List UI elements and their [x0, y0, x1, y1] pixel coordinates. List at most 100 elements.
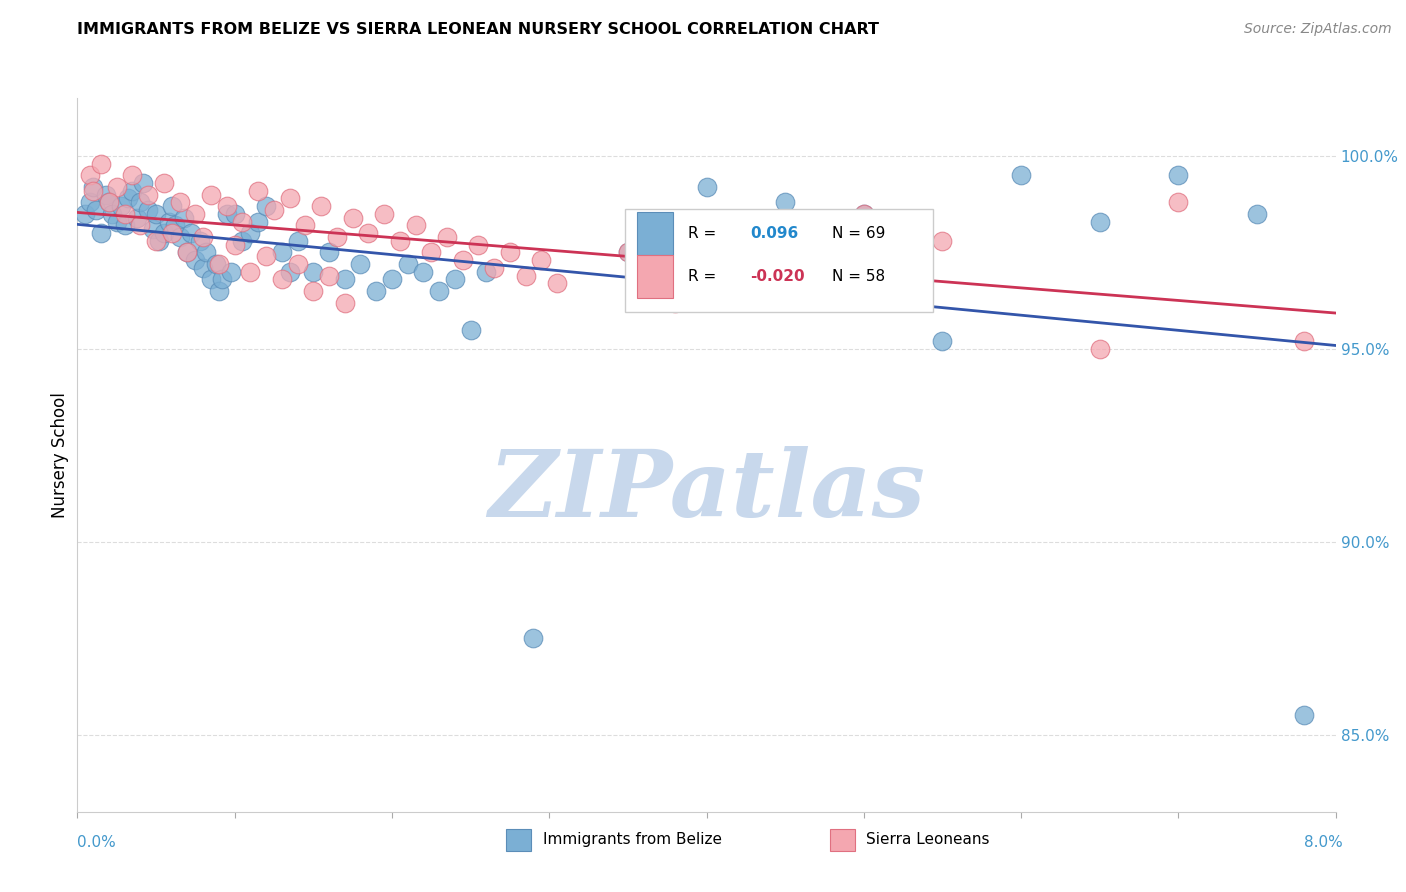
Point	[287, 234, 309, 248]
Point	[145, 207, 167, 221]
Point	[105, 214, 128, 228]
Point	[75, 207, 97, 221]
Point	[664, 295, 686, 310]
Point	[333, 295, 356, 310]
Point	[191, 260, 215, 275]
Text: 0.096: 0.096	[751, 227, 799, 241]
Text: ZIPatlas: ZIPatlas	[488, 446, 925, 535]
Point	[184, 207, 207, 221]
Point	[211, 272, 233, 286]
Point	[1010, 168, 1032, 182]
Point	[117, 191, 139, 205]
Text: R =: R =	[688, 269, 716, 284]
Point	[1088, 342, 1111, 356]
Bar	[506, 829, 531, 851]
Point	[145, 234, 167, 248]
Point	[188, 234, 211, 248]
Point	[1294, 334, 1316, 348]
Point	[696, 179, 718, 194]
Text: 0.0%: 0.0%	[77, 836, 117, 850]
Point	[127, 211, 149, 225]
Point	[195, 245, 218, 260]
Point	[357, 226, 380, 240]
Point	[239, 226, 262, 240]
Point	[388, 234, 411, 248]
Point	[1294, 708, 1316, 723]
FancyBboxPatch shape	[624, 209, 934, 312]
Point	[114, 219, 136, 233]
Point	[153, 226, 176, 240]
Point	[405, 219, 427, 233]
Point	[163, 219, 186, 233]
Text: N = 69: N = 69	[832, 227, 886, 241]
Point	[82, 179, 104, 194]
Point	[142, 222, 165, 236]
Point	[436, 230, 458, 244]
Point	[349, 257, 371, 271]
Point	[215, 199, 238, 213]
Point	[136, 202, 159, 217]
Point	[184, 253, 207, 268]
Point	[129, 219, 152, 233]
Point	[278, 191, 301, 205]
Point	[852, 207, 875, 221]
Point	[460, 322, 482, 336]
Point	[254, 199, 277, 213]
Point	[294, 219, 316, 233]
Text: N = 58: N = 58	[832, 269, 886, 284]
Point	[287, 257, 309, 271]
Point	[132, 176, 155, 190]
Point	[617, 245, 640, 260]
Point	[318, 268, 340, 283]
Text: IMMIGRANTS FROM BELIZE VS SIERRA LEONEAN NURSERY SCHOOL CORRELATION CHART: IMMIGRANTS FROM BELIZE VS SIERRA LEONEAN…	[77, 22, 879, 37]
Point	[105, 179, 128, 194]
Point	[176, 245, 198, 260]
Point	[224, 237, 246, 252]
Point	[90, 157, 112, 171]
Text: Source: ZipAtlas.com: Source: ZipAtlas.com	[1244, 22, 1392, 37]
Point	[522, 631, 544, 645]
Y-axis label: Nursery School: Nursery School	[51, 392, 69, 518]
Point	[97, 195, 120, 210]
Point	[169, 230, 191, 244]
Point	[373, 207, 395, 221]
Point	[153, 176, 176, 190]
Point	[482, 260, 505, 275]
Point	[208, 284, 231, 298]
Point	[1088, 214, 1111, 228]
Point	[110, 199, 132, 213]
Point	[318, 245, 340, 260]
Point	[200, 272, 222, 286]
Point	[773, 253, 796, 268]
Point	[121, 184, 143, 198]
Point	[396, 257, 419, 271]
Point	[176, 245, 198, 260]
Point	[696, 234, 718, 248]
Point	[467, 237, 489, 252]
Point	[160, 226, 183, 240]
Bar	[830, 829, 855, 851]
Point	[451, 253, 474, 268]
Point	[1167, 195, 1189, 210]
Point	[852, 207, 875, 221]
Point	[727, 265, 749, 279]
Point	[302, 284, 325, 298]
Point	[208, 257, 231, 271]
Point	[420, 245, 443, 260]
Point	[333, 272, 356, 286]
Point	[254, 249, 277, 263]
Point	[169, 195, 191, 210]
Text: Immigrants from Belize: Immigrants from Belize	[543, 832, 721, 847]
Text: R =: R =	[688, 227, 716, 241]
Point	[326, 230, 349, 244]
Point	[101, 207, 124, 221]
Point	[530, 253, 553, 268]
Point	[1246, 207, 1268, 221]
Point	[224, 207, 246, 221]
Point	[84, 202, 107, 217]
Point	[231, 214, 253, 228]
Point	[239, 265, 262, 279]
Point	[247, 184, 270, 198]
Point	[1167, 168, 1189, 182]
Point	[90, 226, 112, 240]
